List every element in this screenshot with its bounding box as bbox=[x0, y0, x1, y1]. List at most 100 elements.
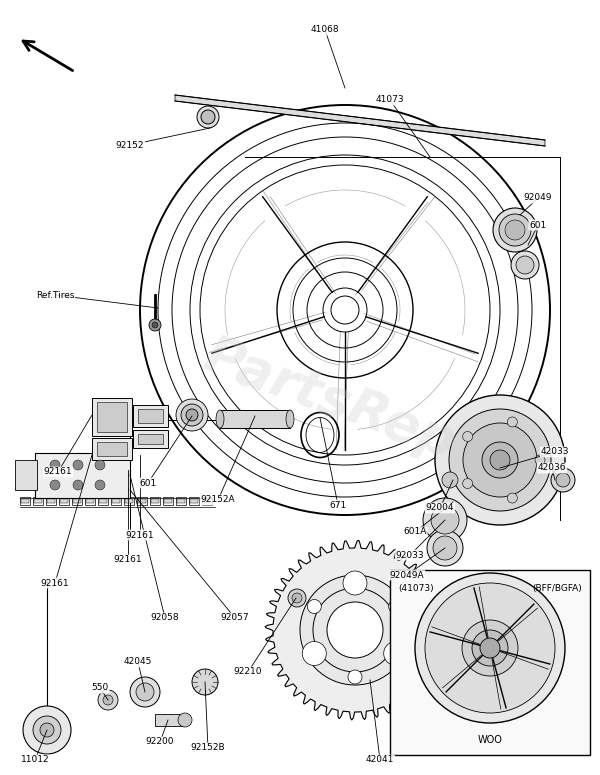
Circle shape bbox=[73, 460, 83, 470]
Text: 601: 601 bbox=[139, 478, 157, 487]
Circle shape bbox=[462, 620, 518, 676]
Text: PartsRep: PartsRep bbox=[197, 330, 463, 470]
Text: 41068: 41068 bbox=[311, 26, 340, 35]
Bar bbox=[220, 410, 290, 428]
Circle shape bbox=[98, 690, 118, 710]
Text: 92058: 92058 bbox=[151, 614, 179, 622]
Bar bbox=[35, 453, 130, 498]
Text: 550: 550 bbox=[91, 684, 109, 693]
Text: WOO: WOO bbox=[478, 735, 502, 745]
Circle shape bbox=[33, 716, 61, 744]
Bar bbox=[124, 497, 134, 505]
Text: 92161: 92161 bbox=[113, 556, 142, 564]
Bar bbox=[155, 714, 185, 726]
Circle shape bbox=[176, 399, 208, 431]
Polygon shape bbox=[265, 540, 445, 720]
Bar bbox=[176, 497, 186, 505]
Text: 92152: 92152 bbox=[116, 140, 144, 150]
Circle shape bbox=[292, 593, 302, 603]
Ellipse shape bbox=[216, 410, 224, 428]
Circle shape bbox=[181, 404, 203, 426]
Circle shape bbox=[130, 677, 160, 707]
Bar bbox=[15, 460, 37, 490]
Bar bbox=[150, 497, 160, 505]
Circle shape bbox=[149, 319, 161, 331]
Circle shape bbox=[442, 472, 458, 488]
Circle shape bbox=[556, 473, 570, 487]
Circle shape bbox=[40, 723, 54, 737]
Circle shape bbox=[516, 256, 534, 274]
Bar bbox=[86, 499, 94, 503]
Circle shape bbox=[535, 455, 545, 465]
Bar bbox=[34, 499, 42, 503]
Bar bbox=[202, 497, 212, 505]
Circle shape bbox=[472, 630, 508, 666]
Text: 671: 671 bbox=[329, 501, 347, 509]
Circle shape bbox=[423, 498, 467, 542]
Circle shape bbox=[508, 417, 517, 427]
Circle shape bbox=[384, 642, 408, 666]
Bar bbox=[390, 570, 590, 755]
Bar bbox=[163, 497, 173, 505]
Bar bbox=[189, 497, 199, 505]
Ellipse shape bbox=[286, 410, 294, 428]
Bar bbox=[47, 499, 55, 503]
Circle shape bbox=[201, 110, 215, 124]
Circle shape bbox=[307, 600, 321, 614]
Circle shape bbox=[505, 220, 525, 240]
Polygon shape bbox=[175, 95, 545, 146]
Text: 92161: 92161 bbox=[44, 467, 73, 477]
Circle shape bbox=[511, 251, 539, 279]
Bar bbox=[203, 499, 211, 503]
Circle shape bbox=[463, 432, 473, 442]
Circle shape bbox=[431, 506, 459, 534]
Bar bbox=[60, 499, 68, 503]
Text: (BFF/BGFA): (BFF/BGFA) bbox=[532, 584, 582, 593]
Circle shape bbox=[302, 642, 326, 666]
Bar bbox=[125, 499, 133, 503]
Circle shape bbox=[95, 460, 105, 470]
Circle shape bbox=[23, 706, 71, 754]
Bar bbox=[20, 497, 30, 505]
Circle shape bbox=[480, 638, 500, 658]
Bar bbox=[190, 499, 198, 503]
Text: 41073: 41073 bbox=[376, 95, 404, 105]
Bar bbox=[72, 497, 82, 505]
Bar bbox=[164, 499, 172, 503]
Bar bbox=[98, 497, 108, 505]
Bar bbox=[59, 497, 69, 505]
Bar bbox=[137, 497, 147, 505]
Circle shape bbox=[463, 478, 473, 488]
Circle shape bbox=[152, 322, 158, 328]
Circle shape bbox=[389, 600, 403, 614]
Bar bbox=[112, 499, 120, 503]
Text: 92004: 92004 bbox=[426, 504, 454, 512]
Circle shape bbox=[348, 670, 362, 684]
Bar bbox=[97, 442, 127, 456]
Text: 92049: 92049 bbox=[524, 194, 552, 202]
Circle shape bbox=[327, 602, 383, 658]
Text: 92057: 92057 bbox=[221, 614, 250, 622]
Bar bbox=[138, 434, 163, 444]
Bar bbox=[85, 497, 95, 505]
Circle shape bbox=[490, 450, 510, 470]
Circle shape bbox=[178, 713, 192, 727]
Circle shape bbox=[300, 575, 410, 685]
Bar bbox=[220, 410, 290, 428]
Circle shape bbox=[415, 573, 565, 723]
Text: 601A: 601A bbox=[403, 528, 427, 536]
Circle shape bbox=[186, 409, 198, 421]
Bar bbox=[33, 497, 43, 505]
Circle shape bbox=[343, 571, 367, 595]
Text: 92161: 92161 bbox=[125, 531, 154, 539]
Circle shape bbox=[313, 588, 397, 672]
Circle shape bbox=[103, 695, 113, 705]
Circle shape bbox=[192, 669, 218, 695]
Bar bbox=[92, 438, 132, 460]
Text: 92200: 92200 bbox=[146, 738, 174, 746]
Text: 42041: 42041 bbox=[366, 756, 394, 764]
Circle shape bbox=[50, 480, 60, 490]
Bar bbox=[133, 430, 168, 448]
Bar bbox=[99, 499, 107, 503]
Circle shape bbox=[95, 480, 105, 490]
